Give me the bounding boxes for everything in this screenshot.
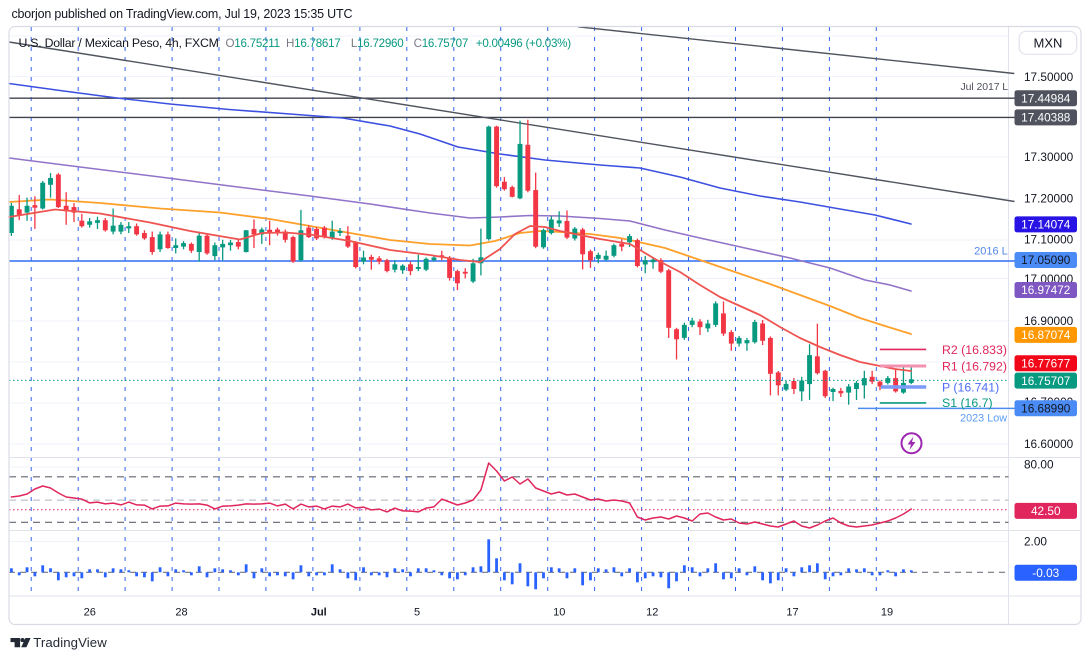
svg-text:16.68990: 16.68990 bbox=[1021, 401, 1071, 415]
svg-text:cborjon published on TradingVi: cborjon published on TradingView.com, Ju… bbox=[12, 7, 353, 21]
svg-text:16.60000: 16.60000 bbox=[1024, 437, 1074, 451]
svg-text:S1 (16.7): S1 (16.7) bbox=[942, 396, 993, 410]
svg-text:P (16.741): P (16.741) bbox=[942, 381, 999, 395]
svg-text:10: 10 bbox=[553, 607, 565, 619]
svg-text:17.44984: 17.44984 bbox=[1021, 91, 1071, 105]
svg-text:17.05090: 17.05090 bbox=[1021, 253, 1071, 267]
svg-text:16.90000: 16.90000 bbox=[1024, 314, 1074, 328]
svg-text:80.00: 80.00 bbox=[1024, 458, 1054, 472]
svg-text:17.40388: 17.40388 bbox=[1021, 111, 1071, 125]
svg-text:16.75707: 16.75707 bbox=[1021, 374, 1070, 388]
svg-text:R1 (16.792): R1 (16.792) bbox=[942, 360, 1007, 374]
svg-text:16.77677: 16.77677 bbox=[1021, 357, 1070, 371]
svg-text:Jul 2017 L: Jul 2017 L bbox=[961, 81, 1009, 93]
svg-text:16.87074: 16.87074 bbox=[1021, 328, 1071, 342]
svg-text:Jul: Jul bbox=[311, 607, 327, 619]
svg-text:42.50: 42.50 bbox=[1031, 504, 1061, 518]
svg-text:2023 Low: 2023 Low bbox=[960, 412, 1007, 424]
svg-text:R2 (16.833): R2 (16.833) bbox=[942, 343, 1007, 357]
svg-text:17.14074: 17.14074 bbox=[1021, 218, 1071, 232]
svg-text:28: 28 bbox=[175, 607, 187, 619]
svg-text:17.20000: 17.20000 bbox=[1024, 192, 1074, 206]
svg-text:2016 L: 2016 L bbox=[974, 246, 1008, 258]
svg-text:26: 26 bbox=[84, 607, 96, 619]
svg-text:17.50000: 17.50000 bbox=[1024, 70, 1074, 84]
svg-text:17.30000: 17.30000 bbox=[1024, 150, 1074, 164]
svg-text:17: 17 bbox=[786, 607, 798, 619]
svg-text:12: 12 bbox=[646, 607, 658, 619]
svg-text:MXN: MXN bbox=[1034, 35, 1063, 50]
svg-text:16.97472: 16.97472 bbox=[1021, 283, 1070, 297]
svg-text:5: 5 bbox=[414, 607, 420, 619]
svg-text:TradingView: TradingView bbox=[33, 635, 107, 650]
svg-text:-0.03: -0.03 bbox=[1032, 566, 1059, 580]
svg-text:2.00: 2.00 bbox=[1024, 535, 1047, 549]
svg-text:19: 19 bbox=[881, 607, 893, 619]
svg-text:U.S. Dollar / Mexican Peso, 4h: U.S. Dollar / Mexican Peso, 4h, FXCM O16.… bbox=[19, 36, 572, 50]
svg-text:17.10000: 17.10000 bbox=[1024, 232, 1074, 246]
